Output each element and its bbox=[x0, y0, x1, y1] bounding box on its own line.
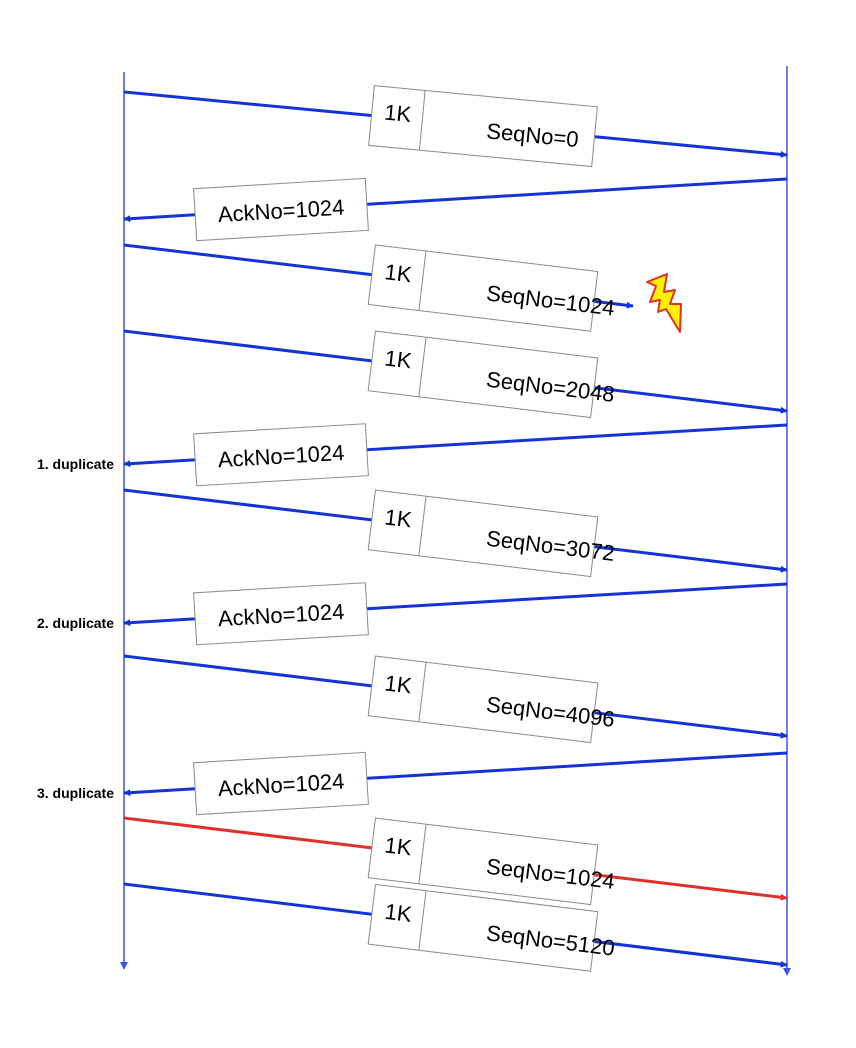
ack-message: AckNo=1024 bbox=[123, 177, 788, 242]
duplicate-ack-label: 1. duplicate bbox=[37, 456, 114, 472]
segment-size: 1K bbox=[383, 345, 413, 373]
segment-size: 1K bbox=[383, 259, 413, 287]
sender-timeline bbox=[120, 72, 128, 970]
segment-size: 1K bbox=[383, 832, 413, 860]
ack-message: AckNo=1024 bbox=[123, 582, 788, 646]
ack-message: AckNo=1024 bbox=[123, 751, 788, 816]
segment-size: 1K bbox=[383, 100, 412, 127]
segment-size: 1K bbox=[383, 899, 413, 927]
ack-message: AckNo=1024 bbox=[123, 423, 788, 487]
ack-box: AckNo=1024 bbox=[193, 751, 369, 816]
ack-box: AckNo=1024 bbox=[193, 177, 369, 242]
ack-box: AckNo=1024 bbox=[193, 582, 369, 646]
duplicate-ack-label: 2. duplicate bbox=[37, 615, 114, 631]
messages: 1KSeqNo=0AckNo=10241KSeqNo=10241KSeqNo=2… bbox=[37, 85, 788, 972]
duplicate-ack-label: 3. duplicate bbox=[37, 785, 114, 801]
segment-size: 1K bbox=[383, 670, 413, 698]
lightning-bolt-icon bbox=[646, 273, 682, 333]
ack-box: AckNo=1024 bbox=[193, 423, 369, 487]
segment-size: 1K bbox=[383, 504, 413, 532]
receiver-timeline bbox=[783, 66, 791, 976]
